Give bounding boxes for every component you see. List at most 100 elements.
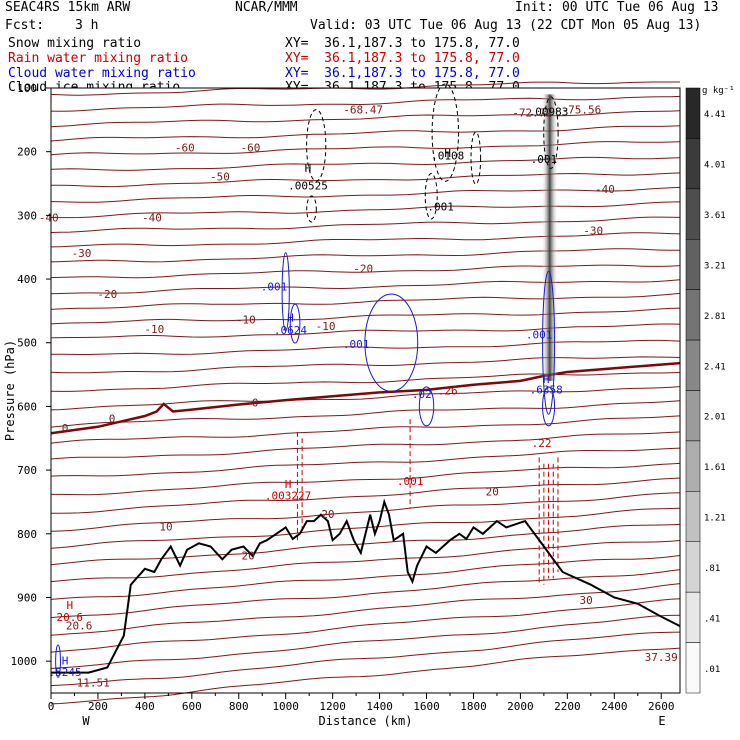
colorbar-segment — [685, 541, 701, 593]
temperature-contour — [50, 447, 681, 477]
temperature-contour — [50, 540, 681, 583]
y-tick-label: 300 — [17, 209, 37, 222]
field-label: .003227 — [265, 489, 311, 502]
field-label: .001 — [343, 338, 370, 351]
temperature-contour — [50, 95, 681, 112]
temperature-label: 0 — [109, 412, 116, 425]
field-label: H — [66, 599, 73, 612]
temperature-label: -68.47 — [343, 103, 383, 116]
colorbar-segment — [685, 188, 701, 240]
field-label: .001 — [531, 153, 558, 166]
temperature-contour — [50, 631, 681, 687]
temperature-contour — [50, 186, 681, 203]
temperature-label: -40 — [39, 212, 59, 225]
temperature-contour — [50, 372, 681, 392]
init-time: Init: 00 UTC Tue 06 Aug 13 — [515, 0, 719, 15]
temperature-contour — [50, 264, 681, 279]
colorbar-label: 4.41 — [704, 110, 726, 120]
x-tick-label: 1400 — [366, 700, 393, 713]
fcst-label: Fcst: — [5, 18, 45, 33]
temperature-contour — [50, 583, 681, 636]
field-label: .001 — [397, 475, 424, 488]
cloud-ice-contour — [543, 96, 559, 169]
x-tick-label: 2200 — [554, 700, 581, 713]
x-tick-label: 1000 — [272, 700, 299, 713]
x-tick-label: 2600 — [648, 700, 675, 713]
temperature-contour — [51, 172, 681, 188]
temperature-label: -10 — [316, 320, 336, 333]
cloud-water-contour — [281, 252, 290, 332]
terrain-line — [51, 498, 681, 674]
temperature-contour — [50, 400, 681, 428]
temperature-contour — [50, 598, 681, 653]
colorbar-segment — [685, 390, 701, 442]
temperature-label: -72.72 — [512, 107, 552, 120]
temperature-label: -60 — [241, 142, 261, 155]
colorbar-label: .41 — [704, 614, 720, 624]
temperature-label: 20 — [321, 508, 334, 521]
temperature-label: -30 — [72, 247, 92, 260]
y-tick-label: 500 — [17, 337, 37, 350]
cloud-ice-contour — [306, 195, 317, 223]
temperature-contour — [50, 232, 681, 248]
colorbar-segment — [685, 87, 701, 139]
colorbar-segment — [685, 239, 701, 290]
temperature-contour — [50, 141, 681, 156]
colorbar-segment — [685, 440, 701, 492]
temperature-label: -40 — [595, 183, 615, 196]
colorbar-segment — [685, 138, 701, 190]
cloud-water-contour — [364, 293, 419, 392]
temperature-label: 37.39 — [645, 651, 678, 664]
colorbar-label: 2.41 — [704, 362, 726, 372]
y-axis-label: Pressure (hPa) — [3, 340, 17, 441]
field-label: 20.6 — [57, 611, 84, 624]
temperature-contour — [50, 292, 681, 310]
cloud-water-contour — [542, 386, 556, 427]
temperature-label: -20 — [97, 288, 117, 301]
temperature-label: 0 — [252, 396, 259, 409]
y-tick-label: 200 — [17, 146, 37, 159]
plot-frame — [50, 87, 681, 694]
field-label: .001 — [526, 328, 553, 341]
temperature-label: -50 — [210, 170, 230, 183]
axes: 0 200 400 600 800 1000 1200 1400 1600 1800 2000 220… — [3, 82, 681, 728]
temperature-label: -10 — [236, 314, 256, 327]
colorbar-label: 1.21 — [704, 514, 726, 524]
temperature-contour — [50, 201, 681, 219]
field-label: H — [305, 162, 312, 175]
x-tick-label: 400 — [135, 700, 155, 713]
x-tick-label: 0 — [48, 700, 55, 713]
x-tick-label: 800 — [229, 700, 249, 713]
x-axis-label: Distance (km) — [319, 714, 413, 728]
y-tick-label: 600 — [17, 400, 37, 413]
field-rain: Rain water mixing ratio — [8, 51, 189, 66]
x-tick-label: 2000 — [507, 700, 534, 713]
colorbar-label: 1.61 — [704, 463, 726, 473]
temperature-contour — [50, 647, 681, 705]
temperature-label: -75.56 — [562, 103, 602, 116]
colorbar-label: 2.81 — [704, 312, 726, 322]
y-tick-label: 900 — [17, 591, 37, 604]
field-label: .001 — [427, 200, 454, 213]
field-label: H — [543, 373, 550, 386]
temperature-contour — [50, 523, 681, 566]
field-label: H — [444, 147, 451, 160]
cloud-ice-contour — [470, 131, 482, 185]
x-tick-label: 1200 — [319, 700, 346, 713]
temperature-contour — [50, 614, 681, 669]
field-label: .0108 — [431, 149, 464, 162]
east-label: E — [658, 714, 665, 728]
temperature-contour — [50, 492, 681, 532]
plot-background — [51, 88, 680, 693]
temperature-label: 0 — [62, 422, 69, 435]
colorbar-segment — [685, 289, 701, 341]
field-snow-xy: XY= 36.1,187.3 to 175.8, 77.0 — [285, 36, 520, 51]
temperature-label: -20 — [353, 263, 373, 276]
temperature-contour — [50, 356, 681, 374]
field-label: H — [62, 654, 69, 667]
temperature-label: -40 — [142, 212, 162, 225]
colorbar-segment — [685, 642, 701, 694]
field-label: .5245 — [49, 666, 82, 679]
temperature-label: 10 — [159, 521, 172, 534]
